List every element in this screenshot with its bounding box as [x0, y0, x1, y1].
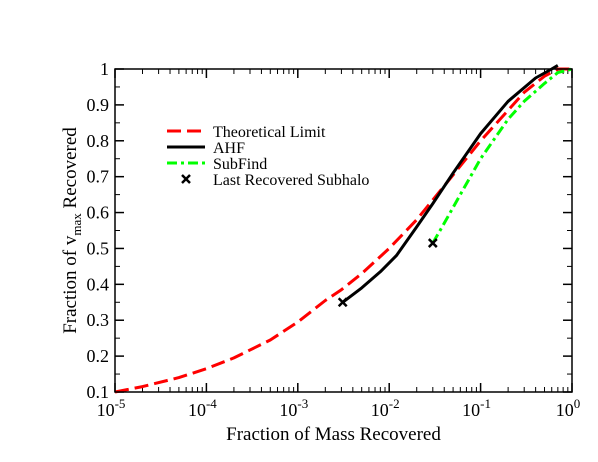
- y-tick-label: 0.8: [87, 131, 110, 151]
- series-layer: [114, 64, 573, 394]
- marker-layer: [337, 238, 438, 308]
- y-tick-label: 0.7: [87, 167, 110, 187]
- last-recovered-subhalo-marker: [427, 238, 438, 248]
- y-tick-label: 0.2: [87, 346, 110, 366]
- legend-label-theoretical-limit: Theoretical Limit: [213, 124, 326, 141]
- x-axis-ticks: 10-5 10-4 10-3 10-2 10-1 100: [97, 69, 581, 420]
- y-tick-label: 0.4: [87, 274, 110, 294]
- x-tick-label: 10-3: [279, 396, 308, 420]
- x-tick-label: 100: [556, 396, 581, 420]
- y-axis-title: Fraction of vmax Recovered: [60, 127, 84, 334]
- last-recovered-subhalo-marker: [337, 297, 348, 308]
- y-axis-ticks: 0.1 0.2 0.3 0.4 0.5 0.6 0.7 0.8 0.9 1: [87, 59, 572, 402]
- y-tick-label: 0.5: [87, 238, 110, 258]
- y-tick-label: 0.1: [87, 382, 110, 402]
- legend-label-subfind: SubFind: [213, 156, 267, 173]
- y-axis-title-subscript: max: [69, 213, 84, 236]
- x-tick-label: 10-1: [462, 396, 491, 420]
- x-axis-title: Fraction of Mass Recovered: [226, 424, 441, 445]
- series-line-ahf: [341, 64, 559, 304]
- x-tick-label: 10-4: [188, 396, 217, 420]
- x-tick-label: 10-2: [371, 396, 400, 420]
- legend-label-last-recovered-subhalo: Last Recovered Subhalo: [213, 172, 369, 189]
- series-line-subfind: [431, 67, 573, 244]
- series-line-theoretical-limit: [114, 67, 572, 394]
- x-tick-label: 10-5: [97, 396, 126, 420]
- y-tick-label: 0.9: [87, 95, 110, 115]
- y-tick-label: 0.3: [87, 310, 110, 330]
- legend-label-ahf: AHF: [213, 140, 245, 157]
- legend-marker-x: [181, 174, 191, 184]
- legend: Theoretical Limit AHF SubFind Last Recov…: [167, 124, 369, 189]
- y-axis-title-suffix: Recovered: [60, 127, 81, 213]
- plot-frame: [114, 68, 573, 393]
- y-tick-label: 1: [100, 59, 109, 79]
- y-axis-title-prefix: Fraction of v: [60, 235, 81, 334]
- y-tick-label: 0.6: [87, 203, 110, 223]
